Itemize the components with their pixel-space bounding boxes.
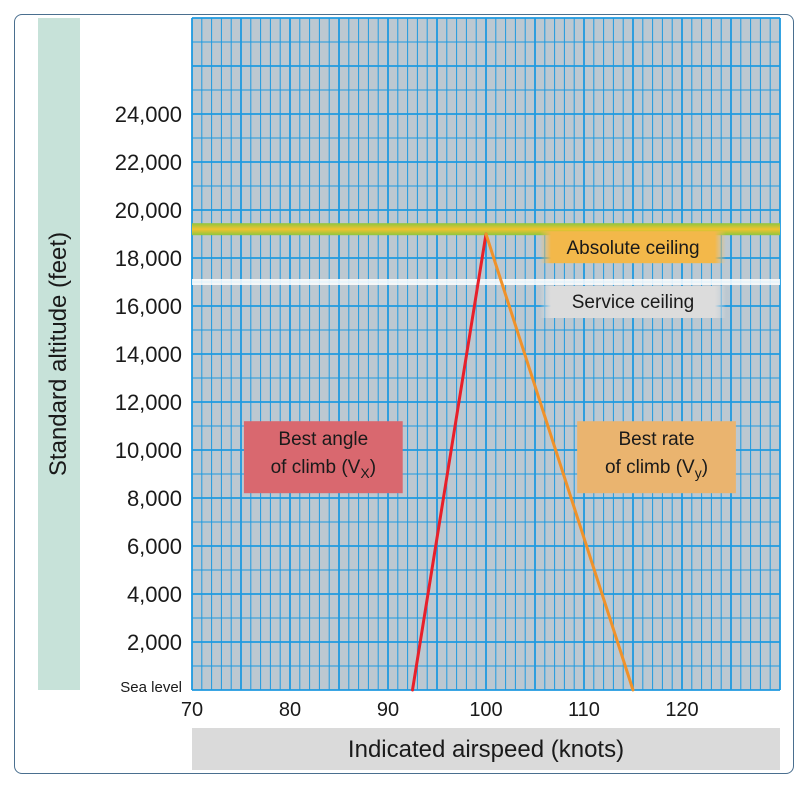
absolute-ceiling-label-box (539, 231, 727, 264)
x-tick-label: 100 (469, 699, 502, 721)
labels-layer: Absolute ceiling Service ceiling Best angl… (243, 231, 736, 494)
y-tick-label: 10,000 (115, 438, 182, 463)
vy-box (577, 421, 736, 494)
y-tick-label: 6,000 (127, 534, 182, 559)
vy-label-line1: Best rate (618, 429, 694, 450)
x-axis-label-band: Indicated airspeed (knots) (192, 728, 780, 770)
y-tick-label: 24,000 (115, 102, 182, 127)
y-tick-label: 18,000 (115, 246, 182, 271)
absolute-ceiling-label: Absolute ceiling (566, 238, 699, 259)
y-tick-label: 4,000 (127, 582, 182, 607)
vy-line (484, 232, 635, 692)
y-tick-label: 8,000 (127, 486, 182, 511)
vy-label-line2: of climb (Vy) (605, 457, 708, 481)
service-ceiling-label: Service ceiling (572, 292, 695, 313)
x-tick-label: 80 (279, 699, 301, 721)
y-tick-label: 14,000 (115, 342, 182, 367)
vx-line (411, 232, 488, 692)
x-tick-label: 90 (377, 699, 399, 721)
vx-label-line1: Best angle (278, 429, 368, 450)
y-tick-label: 20,000 (115, 198, 182, 223)
major-grid (191, 17, 781, 691)
service-ceiling-line (192, 279, 780, 285)
y-tick-label: 2,000 (127, 630, 182, 655)
y-tick-label: 16,000 (115, 294, 182, 319)
x-tick-label: 70 (181, 699, 203, 721)
vx-label-line2: of climb (VX) (271, 457, 376, 481)
series-layer (411, 232, 635, 692)
y-tick-label: 22,000 (115, 150, 182, 175)
vx-box (243, 421, 403, 494)
x-axis-label: Indicated airspeed (knots) (347, 736, 625, 763)
x-tick-label: 110 (568, 699, 600, 721)
ticks-layer: Sea level 2,000 4,000 6,000 8,000 10,000 12,00… (115, 102, 699, 721)
y-axis-label-band (38, 18, 80, 690)
x-tick-label: 120 (665, 699, 698, 721)
service-ceiling-label-box (539, 286, 727, 318)
y-tick-label: Sea level (120, 679, 182, 696)
y-tick-label: 12,000 (115, 390, 182, 415)
